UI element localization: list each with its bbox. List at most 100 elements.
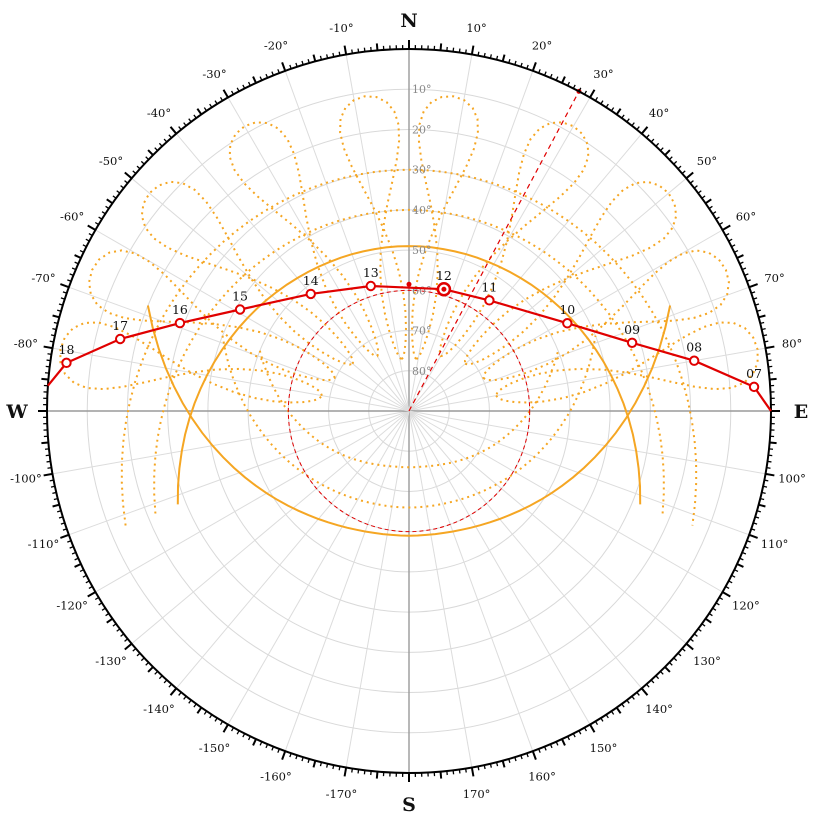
rim-tick: [47, 353, 52, 356]
rim-tick: [116, 190, 121, 194]
rim-tick: [589, 724, 596, 733]
analemma-loop: [494, 321, 759, 404]
rim-tick: [477, 51, 480, 56]
rim-tick: [169, 687, 178, 696]
rim-tick: [62, 528, 67, 531]
rim-tick: [736, 563, 744, 568]
rim-tick: [242, 84, 246, 89]
rim-tick: [43, 345, 53, 350]
rim-tick: [105, 612, 110, 617]
rim-tick: [46, 359, 51, 362]
rim-tick: [621, 703, 625, 708]
sun-hour-label: 13: [363, 265, 379, 280]
altitude-label: 40°: [412, 204, 432, 217]
rim-tick: [520, 62, 523, 67]
rim-tick: [722, 224, 731, 231]
rim-tick: [209, 714, 213, 719]
rim-tick: [501, 54, 506, 62]
rim-tick: [640, 687, 649, 696]
rim-tick: [458, 48, 461, 53]
azimuth-spoke: [227, 410, 410, 725]
rim-tick: [767, 359, 772, 362]
sun-hour-marker: [484, 295, 495, 306]
rim-tick: [744, 273, 749, 276]
analemma-loop: [482, 249, 730, 382]
rim-tick: [748, 533, 758, 539]
rim-tick: [43, 472, 53, 477]
azimuth-label: -140°: [143, 702, 175, 716]
rim-tick: [236, 730, 240, 735]
azimuth-label: 40°: [649, 106, 669, 120]
rim-tick: [701, 623, 706, 627]
rim-tick: [514, 60, 517, 66]
rim-tick: [664, 149, 671, 156]
rim-tick: [295, 62, 298, 67]
rim-tick: [762, 334, 768, 337]
rim-tick: [753, 297, 758, 300]
rim-tick: [646, 134, 650, 139]
rim-tick: [247, 81, 251, 86]
rim-tick: [715, 602, 720, 606]
rim-tick: [101, 211, 106, 215]
sun-hour-label: 09: [624, 322, 640, 337]
rim-tick: [708, 612, 713, 617]
rim-tick: [673, 160, 678, 165]
rim-tick: [744, 546, 749, 549]
rim-tick: [281, 62, 287, 72]
rim-tick: [193, 703, 197, 708]
rim-tick: [219, 96, 224, 102]
rim-tick: [712, 607, 717, 611]
rim-tick: [203, 710, 208, 715]
azimuth-labels: 10° 20° 30° 40° 50° 60° 70° 80° 100° 110° 120° 130°…: [10, 21, 806, 801]
rim-tick: [718, 221, 724, 226]
rim-tick: [664, 666, 671, 673]
rim-tick: [163, 138, 168, 143]
rim-tick: [214, 717, 218, 722]
analemma-loop: [88, 249, 336, 382]
rim-tick: [265, 73, 269, 79]
rim-tick: [357, 48, 360, 53]
rim-tick: [439, 43, 443, 51]
azimuth-label: -30°: [202, 67, 226, 81]
rim-tick: [718, 596, 724, 601]
compass-west-label: W: [5, 401, 28, 423]
rim-tick: [259, 741, 263, 746]
rim-tick: [756, 510, 762, 513]
sun-hour-label: 14: [303, 273, 319, 288]
rim-tick: [60, 297, 65, 300]
analemma-loop: [140, 180, 355, 366]
altitude-label: 20°: [412, 123, 432, 136]
rim-tick: [116, 628, 121, 632]
rim-tick: [728, 238, 733, 242]
rim-tick: [124, 171, 133, 180]
rim-tick: [158, 142, 163, 147]
rim-tick: [271, 746, 274, 751]
zenith-dashed-circle: [287, 289, 531, 533]
azimuth-label: 60°: [736, 210, 756, 224]
rim-tick: [561, 76, 566, 84]
azimuth-spoke: [408, 410, 591, 725]
compass-south-label: S: [402, 794, 416, 816]
rim-tick: [567, 736, 571, 741]
rim-tick: [483, 52, 486, 58]
rim-tick: [589, 89, 596, 98]
azimuth-spoke: [408, 286, 750, 412]
azimuth-spoke: [52, 347, 410, 412]
rim-tick: [188, 118, 192, 123]
azimuth-label: 110°: [761, 537, 789, 551]
rim-tick: [464, 768, 467, 773]
sun-hour-label: 12: [436, 268, 452, 283]
seasonal-dotted-path: [153, 208, 665, 514]
rim-tick: [196, 706, 203, 714]
rim-tick: [668, 156, 673, 161]
rim-tick: [351, 768, 354, 773]
rim-tick: [343, 767, 348, 777]
rim-tick: [312, 54, 317, 62]
rim-tick: [101, 607, 106, 611]
rim-tick: [477, 766, 480, 771]
rim-tick: [307, 758, 310, 764]
sun-path-today: 07 08 09 10 11 12 13 14 15 16 17 18: [47, 265, 772, 412]
rim-tick: [52, 491, 57, 494]
rim-tick: [357, 769, 360, 774]
azimuth-spoke: [95, 229, 410, 412]
